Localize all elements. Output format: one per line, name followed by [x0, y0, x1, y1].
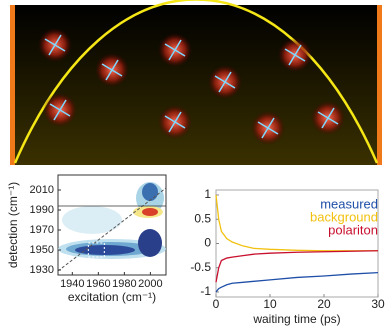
contour-region	[142, 208, 158, 216]
x-axis-label: excitation (cm⁻¹)	[68, 290, 156, 304]
contour-region	[75, 245, 135, 255]
molecule	[95, 53, 129, 87]
contour-region	[138, 229, 162, 257]
molecule	[251, 111, 285, 145]
y-tick-label: -0.5	[190, 260, 211, 274]
molecule	[43, 93, 77, 127]
y-axis-label: detection (cm⁻¹)	[6, 182, 20, 268]
y-tick-label: 1	[204, 187, 211, 201]
legend-label: measured	[320, 196, 378, 211]
bond	[105, 59, 119, 81]
contour-region	[142, 183, 158, 201]
molecule	[278, 38, 312, 72]
bond	[288, 44, 302, 66]
y-tick-label: 0	[204, 236, 211, 250]
molecule	[311, 101, 345, 135]
molecule	[158, 33, 192, 67]
field-mode	[13, 0, 379, 164]
x-axis-label: waiting time (ps)	[252, 312, 340, 326]
x-tick-label: 30	[371, 297, 385, 311]
y-tick-label: 0.5	[194, 211, 211, 225]
mirror	[10, 5, 15, 165]
x-tick-label: 20	[317, 297, 331, 311]
contour-region	[62, 206, 122, 234]
bond	[48, 34, 62, 56]
diagonal	[57, 187, 167, 272]
series-line	[215, 250, 379, 283]
series-line	[215, 271, 379, 293]
y-tick-label: -1	[200, 284, 211, 298]
x-tick-label: 10	[263, 297, 277, 311]
bond	[261, 117, 275, 139]
series-line	[215, 194, 378, 252]
molecule	[208, 65, 242, 99]
x-tick-label: 1940	[60, 278, 84, 290]
mirror	[377, 5, 382, 165]
bond	[168, 39, 182, 61]
x-tick-label: 0	[213, 297, 220, 311]
bond	[218, 71, 232, 93]
bond	[321, 107, 335, 129]
y-tick-label: 1990	[30, 204, 54, 216]
x-tick-label: 1960	[86, 278, 110, 290]
y-tick-label: 1970	[30, 224, 54, 236]
y-tick-label: 2010	[30, 184, 54, 196]
cavity-illustration	[10, 0, 382, 165]
bond	[53, 99, 67, 121]
molecules	[38, 28, 345, 145]
y-tick-label: 1950	[30, 244, 54, 256]
legend-label: polariton	[328, 222, 378, 237]
molecule	[158, 105, 192, 139]
y-tick-label: 1930	[30, 264, 54, 276]
highlight-box	[87, 242, 105, 258]
legend-label: background	[310, 209, 378, 224]
x-tick-label: 2000	[138, 278, 162, 290]
bond	[168, 111, 182, 133]
molecule	[38, 28, 72, 62]
x-tick-label: 1980	[112, 278, 136, 290]
cavity	[10, 5, 382, 165]
